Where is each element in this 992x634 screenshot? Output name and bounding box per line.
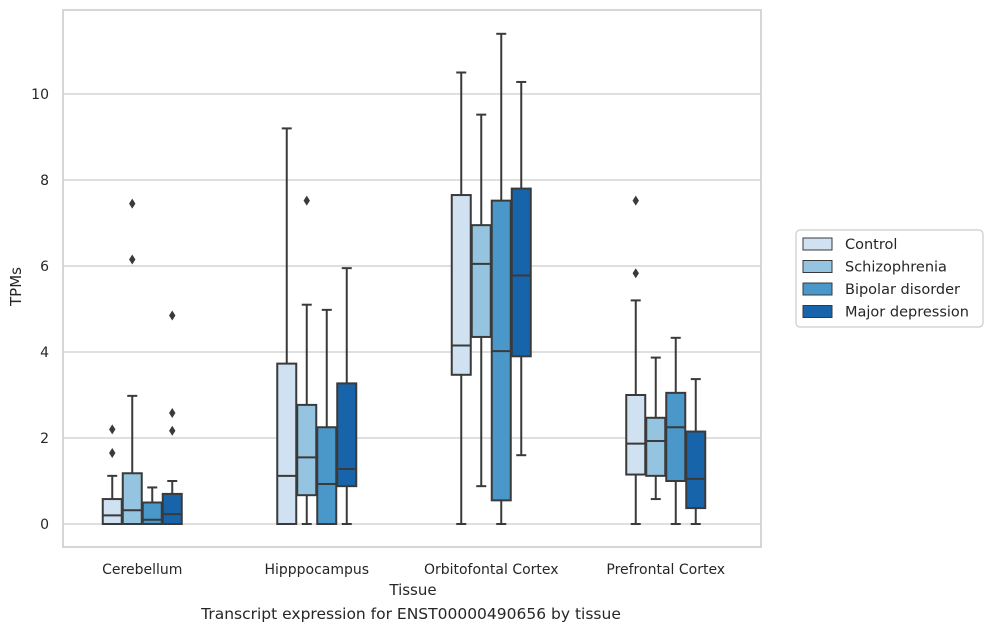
outlier-point xyxy=(129,254,136,265)
box xyxy=(625,394,647,476)
y-tick-label: 4 xyxy=(40,345,49,361)
box xyxy=(665,391,687,483)
box-group xyxy=(101,424,123,525)
series-control xyxy=(101,71,647,525)
legend-swatch xyxy=(802,237,833,251)
box xyxy=(645,416,667,477)
box xyxy=(296,403,318,497)
box-group xyxy=(316,308,338,525)
box-group xyxy=(336,267,358,525)
legend-frame xyxy=(795,229,984,328)
box xyxy=(316,426,338,525)
box xyxy=(121,472,143,526)
outlier-point xyxy=(109,448,116,459)
box xyxy=(470,224,492,338)
outlier-point xyxy=(169,408,176,419)
box xyxy=(450,194,472,376)
box-group xyxy=(141,486,163,525)
y-axis-label: TPMs xyxy=(7,267,25,307)
box xyxy=(685,430,707,510)
x-tick-labels: Cerebellum Hipppocampus Orbitofontal Corte… xyxy=(102,562,725,578)
x-axis-label: Tissue xyxy=(388,581,436,599)
y-tick-label: 0 xyxy=(40,517,49,533)
box-group xyxy=(645,356,667,501)
legend-label: Schizophrenia xyxy=(845,260,947,276)
x-tick-label: Prefrontal Cortex xyxy=(606,562,725,578)
outlier-point xyxy=(632,195,639,206)
x-tick-label: Cerebellum xyxy=(102,562,182,578)
legend: Control Schizophrenia Bipolar disorder Majo… xyxy=(795,229,984,328)
legend-label: Major depression xyxy=(845,305,969,321)
legend-swatch xyxy=(802,282,833,296)
box-group xyxy=(276,127,298,525)
box-group xyxy=(121,198,143,526)
box xyxy=(101,498,123,525)
box-group xyxy=(685,378,707,525)
y-tick-label: 8 xyxy=(40,173,49,189)
box-group xyxy=(450,71,472,525)
series-schizophrenia xyxy=(121,113,667,526)
series-major-depression xyxy=(161,80,707,525)
y-tick-label: 2 xyxy=(40,431,49,447)
plot-frame xyxy=(62,9,762,548)
outlier-point xyxy=(109,424,116,435)
legend-label: Control xyxy=(845,237,897,253)
outlier-point xyxy=(169,425,176,436)
outlier-point xyxy=(169,310,176,321)
outlier-point xyxy=(129,198,136,209)
outlier-point xyxy=(632,268,639,279)
legend-swatch xyxy=(802,305,833,318)
x-tick-label: Hipppocampus xyxy=(264,562,369,578)
x-tick-label: Orbitofontal Cortex xyxy=(424,562,559,578)
box-group xyxy=(470,113,492,488)
box xyxy=(141,501,163,525)
box xyxy=(336,382,358,488)
y-tick-label: 10 xyxy=(31,87,49,103)
box xyxy=(161,492,183,525)
series-bipolar-disorder xyxy=(141,32,687,525)
y-tick-labels: 0 2 4 6 8 10 xyxy=(31,87,49,533)
box-group xyxy=(296,195,318,525)
box xyxy=(276,362,298,525)
y-tick-label: 6 xyxy=(40,259,49,275)
box xyxy=(510,187,532,358)
box-group xyxy=(161,310,183,525)
legend-label: Bipolar disorder xyxy=(845,282,960,298)
legend-swatch xyxy=(802,260,833,273)
box-group xyxy=(625,195,647,525)
box-group xyxy=(510,80,532,457)
outlier-point xyxy=(303,195,310,206)
chart-caption: Transcript expression for ENST0000049065… xyxy=(201,605,621,623)
